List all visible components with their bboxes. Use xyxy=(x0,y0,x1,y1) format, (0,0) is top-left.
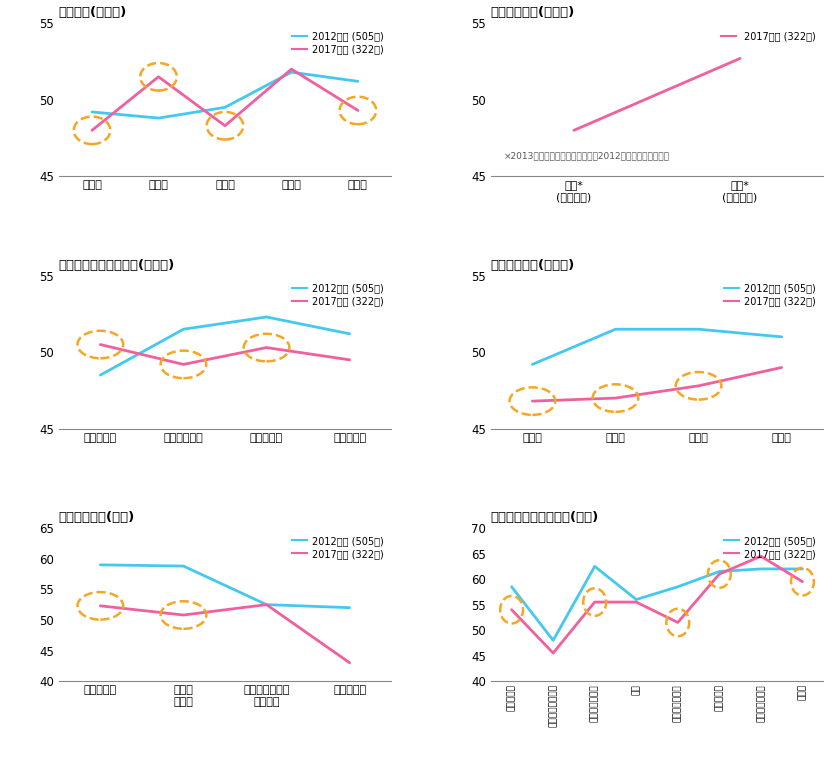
Text: エネルギー量(偏差値): エネルギー量(偏差値) xyxy=(491,259,575,272)
Legend: 2017年卒 (322名): 2017年卒 (322名) xyxy=(718,28,818,44)
Legend: 2012年卒 (505名), 2017年卒 (322名): 2012年卒 (505名), 2017年卒 (322名) xyxy=(722,533,818,562)
Text: 創造的思考性(偏差値): 創造的思考性(偏差値) xyxy=(491,6,575,19)
Legend: 2012年卒 (505名), 2017年卒 (322名): 2012年卒 (505名), 2017年卒 (322名) xyxy=(289,533,386,562)
Text: コミュニケーション力(偏差値): コミュニケーション力(偏差値) xyxy=(59,259,175,272)
Text: 性格特性(偏差値): 性格特性(偏差値) xyxy=(59,6,127,19)
Text: ストレス耐性(得点): ストレス耐性(得点) xyxy=(59,511,135,524)
Legend: 2012年卒 (505名), 2017年卒 (322名): 2012年卒 (505名), 2017年卒 (322名) xyxy=(722,280,818,310)
Text: ×2013年から項目追加したため、2012年卒のデータなし。: ×2013年から項目追加したため、2012年卒のデータなし。 xyxy=(504,151,670,160)
Legend: 2012年卒 (505名), 2017年卒 (322名): 2012年卒 (505名), 2017年卒 (322名) xyxy=(289,280,386,310)
Legend: 2012年卒 (505名), 2017年卒 (322名): 2012年卒 (505名), 2017年卒 (322名) xyxy=(289,28,386,57)
Text: キャリアタイプ指向性(得点): キャリアタイプ指向性(得点) xyxy=(491,511,599,524)
